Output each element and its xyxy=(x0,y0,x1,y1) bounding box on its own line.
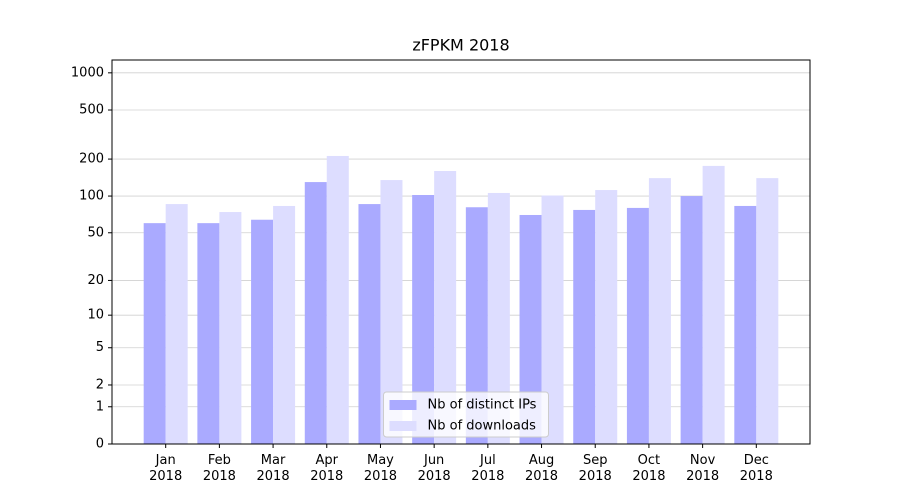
bar xyxy=(465,207,488,444)
bar xyxy=(273,205,296,444)
x-tick-label: Jan 2018 xyxy=(149,453,183,484)
axes-frame xyxy=(111,59,811,445)
x-tick-label: Aug 2018 xyxy=(524,453,559,484)
bar xyxy=(326,155,349,444)
bar xyxy=(519,214,542,444)
bar xyxy=(541,195,564,444)
chart-title: zFPKM 2018 xyxy=(412,36,509,55)
bar xyxy=(702,165,725,444)
x-tick-label: May 2018 xyxy=(363,453,397,484)
x-tick-label: Oct 2018 xyxy=(632,453,666,484)
x-tick-label: Mar 2018 xyxy=(256,453,290,484)
bar xyxy=(165,204,188,444)
legend-swatch xyxy=(389,400,417,410)
bar xyxy=(626,207,649,444)
x-tick-label: Jul 2018 xyxy=(471,453,505,484)
bar xyxy=(487,192,510,444)
bar xyxy=(434,171,457,444)
legend-box xyxy=(383,391,549,438)
x-tick-label: Nov 2018 xyxy=(686,453,720,484)
bar xyxy=(251,219,274,444)
bar xyxy=(573,209,596,444)
bar xyxy=(648,178,671,444)
y-tick-label: 20 xyxy=(87,273,104,288)
y-tick-label: 1000 xyxy=(71,65,104,80)
bar xyxy=(595,190,618,444)
y-tick-label: 500 xyxy=(79,103,104,118)
x-tick-label: Sep 2018 xyxy=(578,453,612,484)
bar xyxy=(143,223,166,444)
x-tick-label: Dec 2018 xyxy=(739,453,773,484)
y-tick-label: 1 xyxy=(96,399,104,414)
y-tick-label: 200 xyxy=(79,152,104,167)
bar xyxy=(412,195,435,444)
legend-label: Nb of distinct IPs xyxy=(428,398,537,413)
bar xyxy=(680,196,703,444)
x-tick-label: Feb 2018 xyxy=(202,453,236,484)
legend-swatch xyxy=(389,421,417,431)
y-tick-label: 50 xyxy=(87,225,104,240)
bar xyxy=(219,212,242,444)
legend: Nb of distinct IPs Nb of downloads xyxy=(383,391,549,438)
bar xyxy=(734,205,757,444)
bar xyxy=(756,178,779,444)
x-tick-label: Apr 2018 xyxy=(310,453,344,484)
bar xyxy=(197,223,220,444)
x-tick-label: Jun 2018 xyxy=(417,453,451,484)
y-tick-label: 100 xyxy=(79,189,104,204)
y-tick-label: 10 xyxy=(87,308,104,323)
legend-label: Nb of downloads xyxy=(428,419,537,434)
y-tick-label: 0 xyxy=(96,437,104,452)
bar xyxy=(358,204,381,444)
bar xyxy=(380,180,403,445)
bar xyxy=(304,182,327,444)
y-tick-label: 5 xyxy=(96,340,104,355)
y-tick-label: 2 xyxy=(96,377,104,392)
